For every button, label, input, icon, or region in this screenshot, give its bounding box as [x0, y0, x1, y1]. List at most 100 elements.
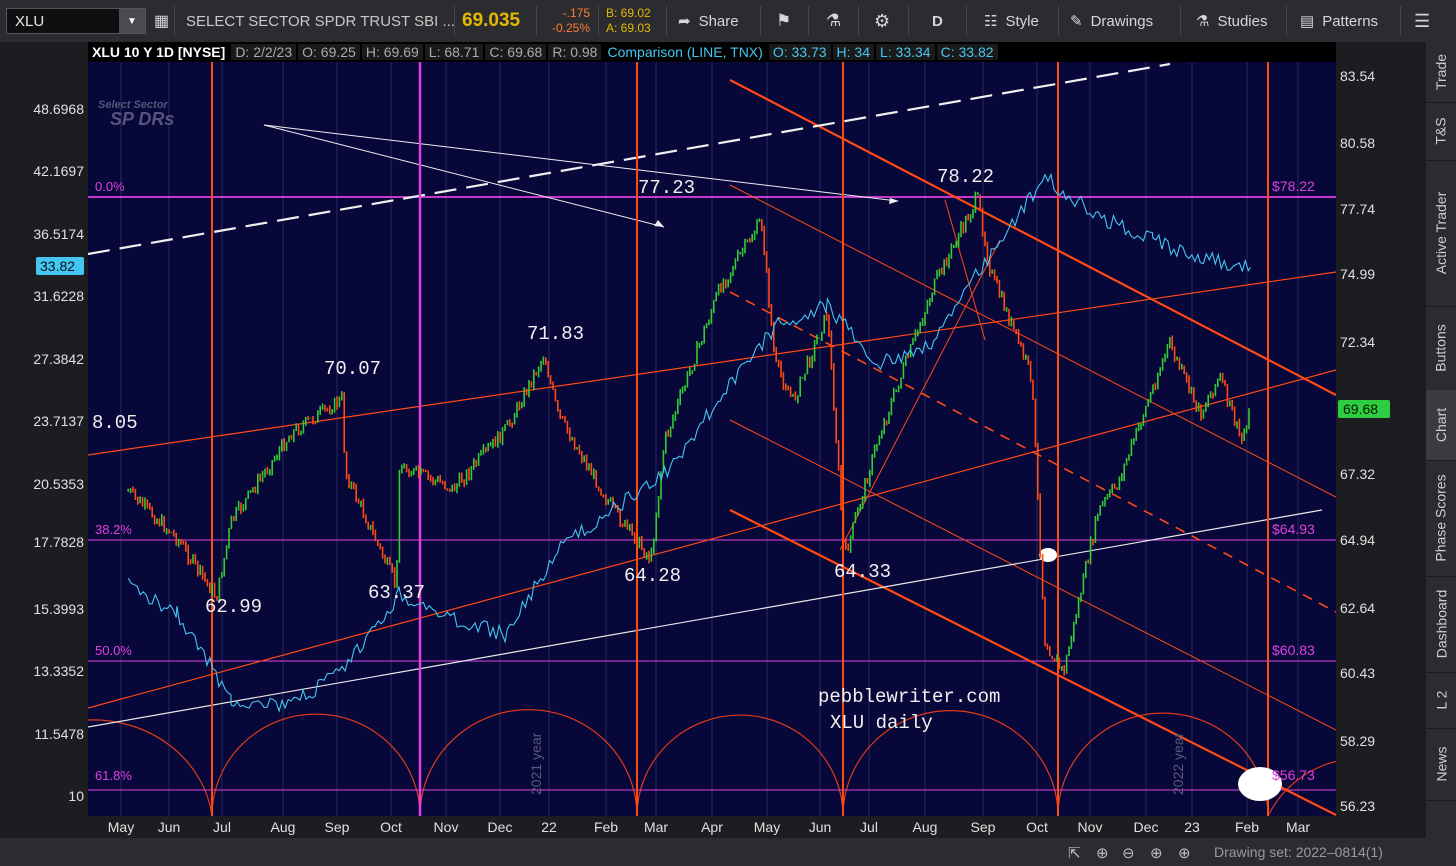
link-icon[interactable]: ▦	[154, 13, 170, 30]
right-tick-label: 80.58	[1340, 135, 1375, 151]
price-annotation: 71.83	[527, 323, 584, 345]
x-tick-label: Nov	[434, 819, 459, 835]
chart-area[interactable]: Select Sector SP DRs 83.54 80.58 77.74 74.99…	[0, 42, 1426, 838]
right-tick-label: 77.74	[1340, 201, 1375, 217]
share-icon: ➦	[678, 13, 691, 30]
cmp-high: H: 34	[832, 44, 874, 60]
x-tick-label: Jun	[158, 819, 181, 835]
x-tick-label: Jul	[860, 819, 878, 835]
right-tick-label: 83.54	[1340, 68, 1375, 84]
flag-icon[interactable]: ⚑	[776, 11, 792, 30]
crosshair-icon[interactable]: ⊕	[1096, 845, 1109, 862]
comparison-label[interactable]: Comparison (LINE, TNX)	[607, 44, 763, 60]
pan-icon[interactable]: ⊕	[1178, 845, 1191, 862]
cycle-arc-first	[88, 719, 213, 816]
left-tick-label: 15.3993	[33, 601, 84, 617]
x-tick-label: Dec	[488, 819, 513, 835]
cycle-arc-1	[419, 709, 638, 816]
zoom-in-icon[interactable]: ⊕	[1150, 845, 1163, 862]
tab-dashboard[interactable]: Dashboard	[1426, 576, 1456, 673]
security-name: SELECT SECTOR SPDR TRUST SBI ...	[186, 12, 455, 30]
x-tick-label: Apr	[701, 819, 723, 835]
tab-label: Active Trader	[1433, 191, 1450, 275]
left-tick-label: 36.5174	[33, 226, 84, 242]
share-button[interactable]: ➦ Share	[678, 12, 739, 31]
cmp-close: C: 33.82	[936, 44, 998, 60]
fib-price-label: $64.93	[1272, 521, 1315, 537]
arrow-head-2	[889, 198, 899, 204]
comparison-badge	[36, 257, 84, 275]
last-price-badge	[1338, 400, 1390, 418]
fib-price-label: $78.22	[1272, 178, 1315, 194]
drawing-set-label[interactable]: Drawing set: 2022–0814(1)	[1214, 844, 1383, 860]
x-tick-label: May	[108, 819, 134, 835]
tab-l-2[interactable]: L 2	[1426, 672, 1456, 729]
channel-line-7	[839, 239, 1001, 551]
x-tick-label: Nov	[1078, 819, 1103, 835]
channel-line-8	[944, 199, 986, 341]
tab-label: Phase Scores	[1433, 474, 1450, 562]
chevron-down-icon[interactable]: ▼	[119, 9, 145, 33]
pen-icon: ✎	[1070, 13, 1083, 30]
right-tick-label: 72.34	[1340, 334, 1375, 350]
tab-buttons[interactable]: Buttons	[1426, 306, 1456, 391]
support-trendline	[88, 509, 1323, 728]
right-tick-label: 74.99	[1340, 266, 1375, 282]
x-tick-label: Mar	[1286, 819, 1310, 835]
tab-news[interactable]: News	[1426, 728, 1456, 801]
drawings-button[interactable]: ✎ Drawings	[1070, 12, 1154, 31]
fib-label: 0.0%	[95, 179, 125, 194]
symbol-input[interactable]: XLU ▼	[6, 8, 146, 34]
arrow-line-2	[263, 124, 898, 202]
period-button[interactable]: D	[932, 12, 943, 30]
chart-header: XLU 10 Y 1D [NYSE] D: 2/2/23 O: 69.25 H:…	[88, 42, 1336, 62]
left-tick-label: 27.3842	[33, 351, 84, 367]
tab-chart[interactable]: Chart	[1426, 390, 1456, 461]
cycle-arc-0	[211, 713, 421, 816]
left-tick-label: 23.7137	[33, 413, 84, 429]
channel-line-5	[729, 184, 1336, 498]
tab-phase-scores[interactable]: Phase Scores	[1426, 460, 1456, 577]
channel-line-4	[729, 419, 1336, 731]
tab-label: Chart	[1433, 407, 1450, 443]
x-tick-label: Feb	[1235, 819, 1259, 835]
price-annotation: 77.23	[638, 177, 695, 199]
left-tick-label: 17.7828	[33, 534, 84, 550]
bottom-bar: ⇱ ⊕ ⊖ ⊕ ⊕ Drawing set: 2022–0814(1)	[0, 838, 1456, 866]
header-high: H: 69.69	[361, 44, 423, 60]
x-tick-label: Dec	[1134, 819, 1159, 835]
left-tick-label: 48.6968	[33, 101, 84, 117]
gear-icon[interactable]: ⚙	[874, 10, 891, 31]
fib-label: 61.8%	[95, 768, 132, 783]
header-range: R: 0.98	[548, 44, 602, 60]
style-button[interactable]: ☷ Style	[984, 12, 1039, 31]
fib-price-label: $56.73	[1272, 767, 1315, 783]
tab-label: T&S	[1432, 117, 1449, 145]
menu-icon[interactable]: ☰	[1414, 10, 1431, 31]
watermark-bottom: SP DRs	[110, 109, 174, 129]
tab-label: L 2	[1432, 690, 1449, 710]
tab-trade[interactable]: Trade	[1426, 42, 1456, 103]
tab-label: Buttons	[1433, 324, 1450, 372]
header-low: L: 68.71	[424, 44, 484, 60]
pattern-icon: ▤	[1300, 13, 1315, 30]
move-icon[interactable]: ⇱	[1068, 845, 1081, 862]
x-tick-label: Jun	[809, 819, 832, 835]
price-annotation: 64.33	[834, 561, 891, 583]
zoom-out-icon[interactable]: ⊖	[1122, 845, 1135, 862]
fib-label: 38.2%	[95, 522, 132, 537]
flask-icon[interactable]: ⚗	[826, 11, 842, 30]
patterns-button[interactable]: ▤ Patterns	[1300, 12, 1379, 31]
ask-price: A: 69.03	[606, 21, 651, 35]
tab-t-s[interactable]: T&S	[1426, 102, 1456, 161]
header-open: O: 69.25	[298, 44, 360, 60]
header-close: C: 69.68	[485, 44, 547, 60]
comparison-last-label: 33.82	[40, 258, 75, 274]
bid-price: B: 69.02	[606, 6, 651, 20]
studies-button[interactable]: ⚗ Studies	[1196, 12, 1268, 31]
tab-active-trader[interactable]: Active Trader	[1426, 160, 1456, 307]
tab-label: Dashboard	[1433, 589, 1449, 659]
right-tick-label: 60.43	[1340, 665, 1375, 681]
price-change-pct: -0.25%	[551, 21, 590, 35]
